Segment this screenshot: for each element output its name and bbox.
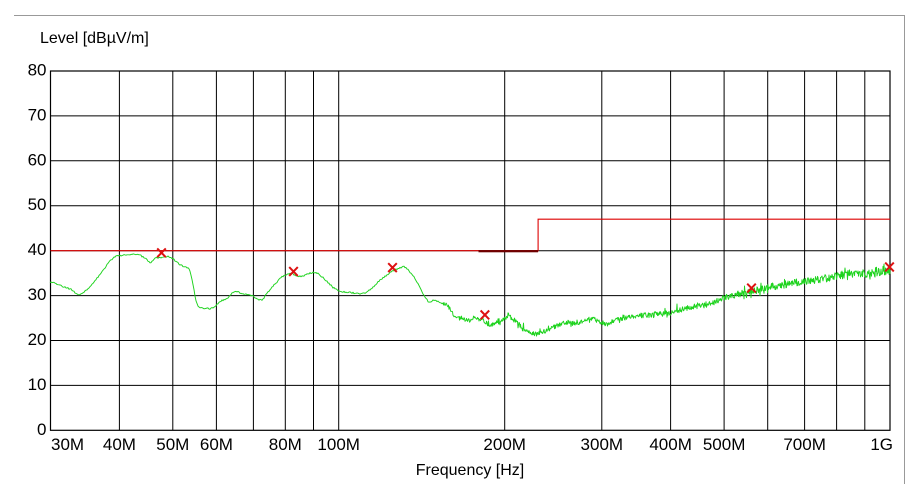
svg-text:40: 40 [28,240,47,259]
svg-text:Frequency [Hz]: Frequency [Hz] [416,462,524,479]
svg-text:200M: 200M [483,435,526,454]
svg-text:Level [dBµV/m]: Level [dBµV/m] [40,30,149,47]
svg-text:300M: 300M [581,435,624,454]
svg-text:60: 60 [28,150,47,169]
svg-text:80M: 80M [269,435,302,454]
svg-text:100M: 100M [317,435,360,454]
svg-text:400M: 400M [649,435,692,454]
svg-text:0: 0 [37,420,46,439]
svg-text:80: 80 [28,61,47,80]
svg-text:10: 10 [28,375,47,394]
svg-text:70: 70 [28,105,47,124]
svg-text:20: 20 [28,330,47,349]
svg-text:50M: 50M [156,435,189,454]
svg-text:60M: 60M [200,435,233,454]
svg-text:40M: 40M [103,435,136,454]
svg-text:500M: 500M [703,435,746,454]
svg-text:1G: 1G [870,435,893,454]
svg-text:50: 50 [28,195,47,214]
svg-text:700M: 700M [783,435,826,454]
svg-text:30M: 30M [51,435,84,454]
svg-text:30: 30 [28,285,47,304]
